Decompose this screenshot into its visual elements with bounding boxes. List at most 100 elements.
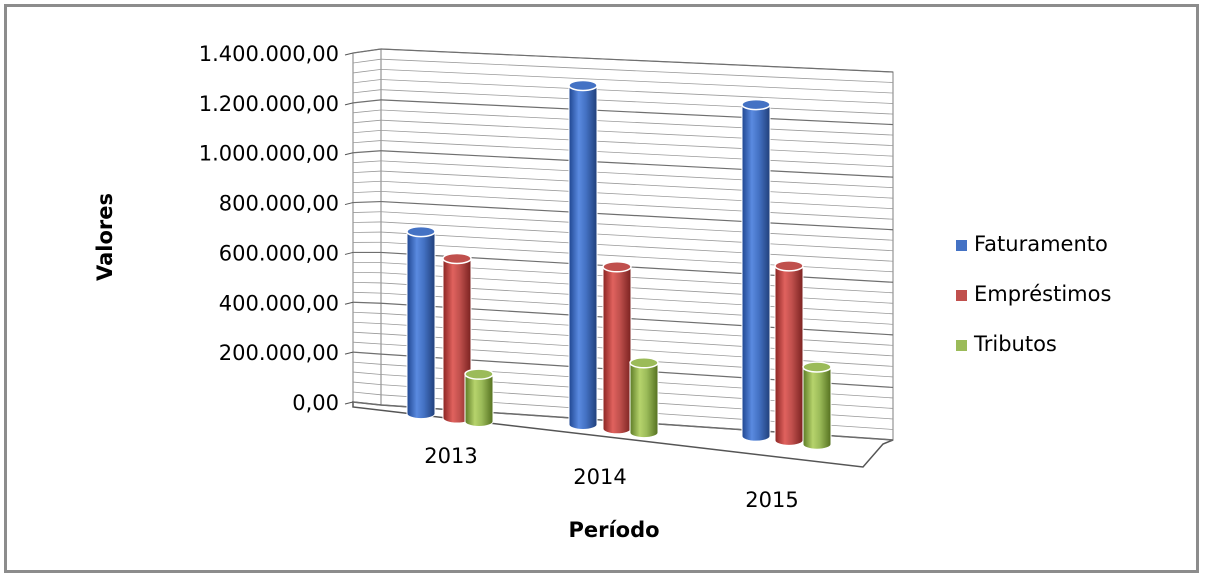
y-tick-label: 0,00 (292, 391, 339, 415)
side-gridline (352, 48, 382, 54)
y-tick-mark (344, 202, 354, 206)
bar-top (568, 79, 598, 92)
y-axis-title: Valores (93, 193, 117, 281)
bar-chart: 0,00 200.000,00 400.000,00 600.000,00 800.00… (93, 42, 1111, 542)
legend-swatch (956, 340, 967, 351)
side-gridline (352, 89, 382, 94)
y-tick-mark (344, 301, 354, 305)
y-tick-label: 1.200.000,00 (199, 92, 339, 116)
side-gridline (352, 311, 382, 314)
back-gridline (380, 58, 894, 83)
side-gridline (352, 341, 382, 345)
side-gridline (352, 401, 382, 406)
bar-tributos-2014 (629, 357, 659, 439)
y-tick-label: 400.000,00 (219, 291, 339, 315)
back-gridline (380, 180, 894, 210)
back-gridline (380, 89, 894, 115)
legend-item: Faturamento (956, 232, 1108, 256)
side-gridline (352, 140, 382, 144)
side-gridline (352, 211, 382, 213)
y-tick-label: 800.000,00 (219, 192, 339, 216)
back-gridline (380, 99, 894, 126)
y-tick-mark (344, 102, 354, 106)
side-gridline (352, 331, 382, 335)
back-gridline (380, 48, 894, 73)
side-gridline (352, 200, 382, 204)
back-gridline (380, 191, 894, 220)
back-gridline (380, 79, 894, 104)
y-tick-mark (344, 401, 354, 405)
legend-item: Empréstimos (956, 282, 1111, 306)
legend-item: Tributos (956, 332, 1057, 356)
side-gridline (352, 150, 382, 154)
bar-top (774, 260, 804, 272)
x-tick-label: 2014 (573, 465, 626, 489)
legend-swatch (956, 240, 967, 251)
side-gridline (352, 361, 382, 365)
side-gridline (352, 68, 382, 74)
side-gridline (352, 99, 382, 104)
side-gridline (352, 79, 382, 84)
bar-body (568, 84, 598, 430)
bar-faturamento-2013 (406, 225, 436, 420)
bar-tributos-2015 (802, 361, 832, 450)
back-gridline (380, 231, 894, 262)
x-tick-label: 2015 (745, 488, 798, 512)
bar-empréstimos-2015 (774, 260, 804, 446)
y-tick-label: 1.400.000,00 (199, 42, 339, 66)
side-gridline (352, 129, 382, 134)
legend-swatch (956, 290, 967, 301)
chart-frame: 0,00 200.000,00 400.000,00 600.000,00 800.00… (4, 4, 1199, 573)
legend: Faturamento Empréstimos Tributos (956, 232, 1111, 356)
side-gridline (352, 58, 382, 64)
y-tick-mark (344, 251, 354, 255)
side-gridline (352, 180, 382, 184)
bar-body (741, 104, 771, 442)
bar-faturamento-2014 (568, 79, 598, 430)
y-tick-label: 200.000,00 (219, 341, 339, 365)
bar-top (741, 98, 771, 111)
side-gridline (352, 301, 382, 304)
side-gridline (352, 109, 382, 114)
legend-label: Empréstimos (974, 282, 1111, 306)
back-gridline (380, 109, 894, 136)
legend-label: Faturamento (974, 232, 1108, 256)
bar-top (464, 368, 494, 380)
side-gridline (352, 281, 382, 284)
bar-faturamento-2015 (741, 98, 771, 442)
x-axis-title: Período (568, 518, 659, 542)
y-tick-label: 600.000,00 (219, 241, 339, 265)
side-gridline (352, 391, 382, 396)
side-gridline (352, 291, 382, 294)
back-gridline (380, 211, 894, 241)
back-gridline (380, 119, 894, 146)
bar-body (602, 266, 632, 435)
bar-top (406, 225, 436, 238)
bar-body (464, 373, 494, 427)
y-tick-mark (344, 351, 354, 355)
bar-tributos-2013 (464, 368, 494, 427)
back-gridline (380, 68, 894, 94)
bar-top (442, 252, 472, 265)
back-gridline (380, 241, 894, 273)
bar-body (629, 362, 659, 439)
side-gridline (352, 170, 382, 174)
side-gridline (352, 321, 382, 325)
back-gridline (380, 200, 894, 231)
legend-label: Tributos (973, 332, 1057, 356)
back-gridline (380, 221, 894, 252)
y-axis-ticks: 0,00 200.000,00 400.000,00 600.000,00 800.00… (199, 42, 354, 415)
y-tick-mark (344, 152, 354, 156)
bar-empréstimos-2014 (602, 260, 632, 435)
bar-top (602, 260, 632, 273)
bar-top (629, 357, 659, 369)
side-gridline (352, 191, 382, 193)
bar-body (774, 265, 804, 446)
bar-body (802, 366, 832, 450)
side-gridline (352, 221, 382, 223)
side-gridline (352, 381, 382, 386)
side-gridline (352, 351, 382, 355)
x-tick-label: 2013 (424, 444, 477, 468)
bar-top (802, 361, 832, 373)
back-gridline (380, 129, 894, 157)
